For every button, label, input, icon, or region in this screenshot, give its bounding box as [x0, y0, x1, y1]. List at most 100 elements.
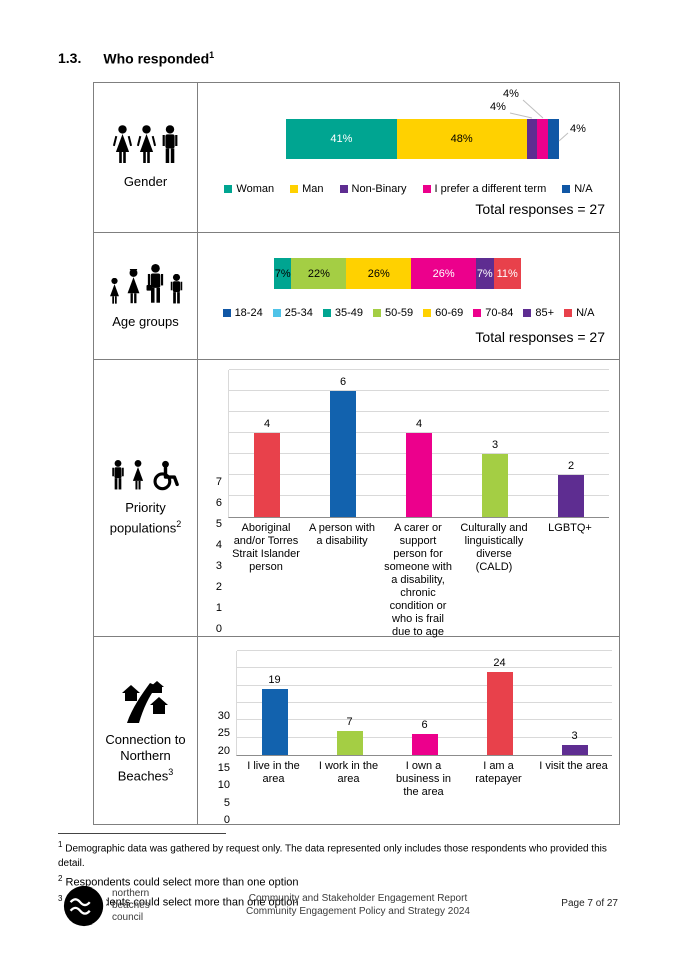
gender-total: Total responses = 27 [475, 201, 605, 217]
council-logo-icon [62, 884, 106, 928]
bar-aboriginal-and-or-torres-strait-islander-person [254, 433, 280, 517]
section-heading: Who responded1 [103, 50, 215, 67]
y-axis-tick-label: 10 [217, 779, 230, 792]
legend-label: 25-34 [284, 307, 313, 319]
legend-item-70-84: 70-84 [473, 307, 513, 319]
y-axis-tick-label: 1 [215, 602, 222, 614]
legend-swatch [322, 309, 331, 317]
bar-value-label: 7 [346, 715, 353, 728]
segment-value-label: 11% [496, 267, 518, 280]
legend-label: 85+ [535, 307, 555, 319]
bar-i-live-in-the-area [261, 689, 288, 755]
category-label-i-live-in-the-area: I live in the area [247, 760, 300, 785]
segment-50-59: 22% [291, 258, 347, 289]
bar-value-label: 3 [571, 729, 578, 742]
legend-label: I prefer a different term [434, 183, 547, 195]
legend-swatch [562, 185, 571, 193]
footer-document-title: Community and Stakeholder Engagement Rep… [245, 893, 470, 917]
gender-header-cell: Gender [94, 83, 198, 232]
legend-swatch [339, 185, 348, 193]
legend-item-non-binary: Non-Binary [339, 183, 407, 195]
bar-i-work-in-the-area [336, 730, 363, 755]
legend-label: 70-84 [485, 307, 514, 319]
legend-item-i-prefer-a-different-term: I prefer a different term [422, 183, 547, 195]
bar-value-label: 6 [421, 719, 428, 732]
demographics-table: Gender 41% 48% 4% 4% 4% Woman Man Non-Binary I… [93, 82, 620, 826]
y-axis-tick-label: 0 [223, 814, 230, 826]
segment-i-prefer-a-different-term [537, 119, 549, 159]
legend-item-man: Man [290, 183, 324, 195]
legend-item-n-a: N/A [564, 307, 594, 319]
legend-swatch [473, 309, 482, 317]
gender-chart-cell: 41% 48% 4% 4% 4% Woman Man Non-Binary I prefer… [198, 83, 619, 232]
council-name: northern beaches council [112, 888, 150, 923]
gender-icons [112, 125, 180, 165]
footnote-1: 1 Demographic data was gathered by reque… [58, 840, 607, 870]
legend-swatch [290, 185, 299, 193]
legend-swatch [222, 309, 231, 317]
man-with-bag-icon [145, 263, 166, 305]
chart-plot-area: 4 6 4 3 2 [228, 369, 609, 518]
bar-a-carer-or-support-person-for-someone-with-a-disability-chronic-condition-or-who-is-frail-due-to-age [406, 433, 432, 517]
age-legend: 18-24 25-34 35-49 50-59 60-69 70-84 85+ N/A [198, 307, 619, 319]
legend-item-18-24: 18-24 [222, 307, 263, 319]
gridline [229, 390, 609, 391]
legend-label: Non-Binary [351, 183, 407, 195]
bar-i-own-a-business-in-the-area [411, 734, 438, 755]
category-label-lgbtq+: LGBTQ+ [548, 522, 592, 534]
category-label-a-carer-or-support-person-for-someone-with-a-disability-chronic-condition-or-who-is-frail-due-to-age: A carer or support person for someone wi… [384, 522, 452, 638]
legend-label: Man [302, 183, 324, 195]
gender-label: Gender [123, 174, 168, 189]
bar-value-label: 6 [339, 376, 347, 388]
legend-item-woman: Woman [224, 183, 274, 195]
y-axis-tick-label: 5 [215, 518, 222, 530]
gridline [229, 411, 609, 412]
bar-i-am-a-ratepayer [486, 671, 513, 755]
bar-lgbtq+ [558, 475, 584, 517]
priority-label: Priority populations2 [109, 499, 182, 536]
legend-item-60-69: 60-69 [423, 307, 463, 319]
bar-value-label: 3 [491, 439, 499, 451]
age-chart-cell: 7% 22% 26% 26% 7% 11% 18-24 25-34 35-49 50-59 60-… [198, 233, 619, 359]
bar-value-label: 19 [268, 674, 281, 687]
legend-swatch [224, 185, 233, 193]
category-label-culturally-and-linguistically-diverse-cald: Culturally and linguistically diverse (C… [460, 522, 528, 573]
man-icon [160, 125, 180, 165]
callout-value-label: 4% [570, 123, 586, 135]
bar-value-label: 2 [567, 460, 575, 472]
page-footer: northern beaches council Community and S… [58, 882, 618, 932]
priority-icons [110, 459, 181, 491]
legend-swatch [523, 309, 532, 317]
category-label-i-work-in-the-area: I work in the area [318, 760, 379, 785]
page-title: 1.3. Who responded1 [58, 50, 214, 67]
gender-legend: Woman Man Non-Binary I prefer a different t… [198, 183, 619, 195]
legend-swatch [272, 309, 281, 317]
y-axis-tick-label: 20 [217, 744, 230, 757]
category-label-i-am-a-ratepayer: I am a ratepayer [475, 760, 522, 785]
woman-icon [130, 459, 146, 491]
y-axis-tick-label: 15 [217, 762, 230, 774]
gridline [237, 702, 612, 703]
segment-value-label: 41% [330, 133, 353, 145]
segment-value-label: 26% [432, 267, 455, 280]
segment-60-69: 26% [346, 258, 412, 289]
priority-bar-chart: 4 6 4 3 2 0 1 2 3 4 5 6 7 Aboriginal and/or Torres St… [206, 369, 619, 638]
neighbourhood-icon [120, 677, 172, 723]
connection-label: Connection to Northern Beaches3 [105, 731, 186, 784]
y-axis-tick-label: 3 [215, 560, 222, 572]
gridline [229, 369, 609, 370]
legend-item-25-34: 25-34 [272, 307, 313, 319]
segment-n-a: 11% [493, 258, 521, 289]
priority-header-cell: Priority populations2 [94, 360, 198, 636]
age-total: Total responses = 27 [475, 329, 605, 345]
woman-icon [112, 125, 133, 165]
legend-label: N/A [576, 307, 595, 319]
age-row: Age groups 7% 22% 26% 26% 7% 11% 18-24 25-34 35… [94, 233, 619, 360]
category-label-i-visit-the-area: I visit the area [539, 760, 608, 772]
legend-label: 35-49 [334, 307, 363, 319]
wheelchair-icon [150, 460, 181, 491]
bar-culturally-and-linguistically-diverse-cald [482, 454, 508, 517]
legend-swatch [423, 309, 432, 317]
segment-n-a [548, 119, 559, 159]
callout-line [522, 99, 544, 119]
